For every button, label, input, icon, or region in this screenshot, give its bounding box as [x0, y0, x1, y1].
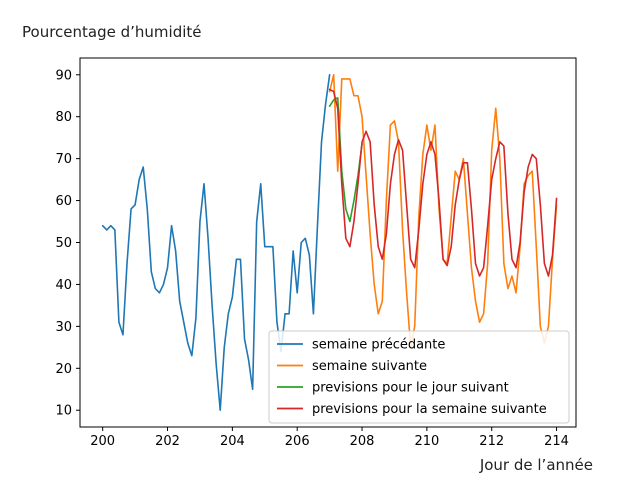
y-axis-title: Pourcentage d’humidité	[22, 23, 202, 41]
legend-label-1: semaine précédante	[312, 338, 445, 353]
x-tick-label: 206	[285, 434, 310, 449]
y-tick-label: 90	[55, 68, 72, 83]
x-tick-label: 214	[544, 434, 569, 449]
series-line-1	[101, 73, 331, 412]
series-line-3	[328, 97, 363, 223]
y-tick-label: 30	[55, 320, 72, 335]
x-tick-label: 200	[90, 434, 115, 449]
y-tick-label: 70	[55, 152, 72, 167]
y-tick-label: 50	[55, 236, 72, 251]
y-tick-label: 20	[55, 362, 72, 377]
legend-label-2: semaine suivante	[312, 359, 427, 374]
x-tick-label: 210	[414, 434, 439, 449]
legend-box	[268, 330, 570, 424]
series-line-4	[328, 88, 558, 277]
x-tick-label: 202	[155, 434, 180, 449]
x-tick-label: 208	[350, 434, 375, 449]
y-tick-label: 40	[55, 278, 72, 293]
x-tick-label: 212	[479, 434, 504, 449]
series-layer	[101, 73, 558, 412]
legend-label-4: previsions pour la semaine suivante	[312, 402, 547, 417]
x-axis-ticks: 200 202 204 206 208 210 212 214	[90, 427, 569, 449]
y-tick-label: 10	[55, 404, 72, 419]
x-tick-label: 204	[220, 434, 245, 449]
y-axis-ticks: 10 20 30 40 50 60 70 80 90	[55, 68, 80, 419]
legend-label-3: previsions pour le jour suivant	[312, 381, 509, 396]
x-axis-title: Jour de l’année	[479, 456, 593, 474]
y-tick-label: 60	[55, 194, 72, 209]
y-tick-label: 80	[55, 110, 72, 125]
legend: semaine précédante semaine suivante previs…	[268, 330, 570, 424]
